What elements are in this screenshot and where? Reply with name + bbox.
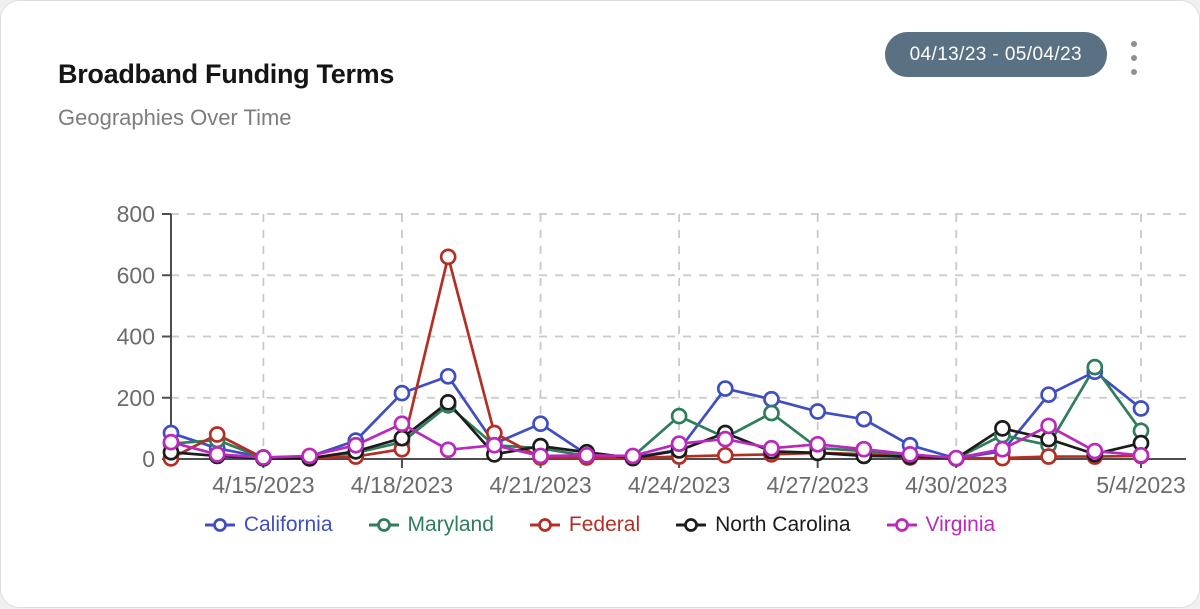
series-line-federal bbox=[169, 255, 1143, 460]
y-tick-label: 600 bbox=[117, 262, 155, 288]
data-point-north-carolina bbox=[393, 429, 411, 447]
chart-legend: California Maryland Federal North Carolina V… bbox=[1, 513, 1199, 537]
x-tick-label: 4/21/2023 bbox=[489, 472, 591, 498]
data-point-virginia bbox=[393, 415, 411, 433]
data-point-virginia bbox=[670, 435, 688, 453]
data-point-north-carolina bbox=[994, 420, 1011, 437]
kebab-dot bbox=[1131, 41, 1137, 47]
legend-marker-icon bbox=[529, 518, 560, 532]
legend-label: California bbox=[243, 513, 333, 536]
data-point-maryland bbox=[763, 404, 780, 422]
kebab-dot bbox=[1131, 69, 1137, 75]
legend-item-california[interactable]: California bbox=[204, 513, 333, 537]
data-point-california bbox=[855, 410, 873, 428]
y-tick-label: 200 bbox=[117, 385, 155, 411]
page-subtitle: Geographies Over Time bbox=[58, 105, 292, 130]
data-point-maryland bbox=[670, 407, 688, 425]
x-tick-label: 4/27/2023 bbox=[767, 472, 869, 498]
data-point-virginia bbox=[1086, 442, 1104, 460]
x-tick-label: 4/30/2023 bbox=[905, 472, 1007, 498]
data-point-virginia bbox=[855, 440, 873, 458]
series-line-north-carolina bbox=[169, 400, 1143, 460]
data-point-federal bbox=[208, 426, 226, 443]
data-point-virginia bbox=[208, 446, 226, 463]
data-point-virginia bbox=[947, 449, 965, 467]
x-tick-label: 4/15/2023 bbox=[212, 472, 314, 498]
data-point-virginia bbox=[578, 446, 596, 464]
date-range-badge[interactable]: 04/13/23 - 05/04/23 bbox=[884, 32, 1107, 77]
data-point-california bbox=[716, 380, 734, 397]
series-line-virginia bbox=[169, 422, 1143, 460]
data-point-virginia bbox=[255, 449, 272, 466]
data-point-federal bbox=[1040, 448, 1057, 465]
legend-label: North Carolina bbox=[715, 513, 851, 536]
x-tick-label: 4/24/2023 bbox=[628, 472, 730, 498]
data-point-virginia bbox=[1040, 417, 1057, 435]
data-point-federal bbox=[439, 248, 457, 266]
legend-item-virginia[interactable]: Virginia bbox=[886, 513, 996, 537]
kebab-dot bbox=[1131, 55, 1137, 61]
legend-label: Maryland bbox=[407, 513, 494, 536]
legend-label: Federal bbox=[568, 513, 641, 536]
data-point-virginia bbox=[624, 447, 642, 465]
legend-item-maryland[interactable]: Maryland bbox=[368, 513, 494, 537]
data-point-virginia bbox=[763, 439, 780, 457]
line-chart: 0 200 400 600 800 4/15/2023 4/18/2023 4/21/2023… bbox=[117, 201, 1186, 498]
data-point-california bbox=[809, 403, 827, 420]
data-point-california bbox=[393, 384, 411, 402]
data-point-california bbox=[1040, 386, 1057, 404]
data-point-virginia bbox=[439, 441, 457, 459]
data-point-virginia bbox=[1132, 446, 1150, 464]
y-tick-label: 0 bbox=[142, 446, 155, 472]
data-point-virginia bbox=[532, 447, 549, 465]
data-point-california bbox=[532, 415, 549, 433]
legend-item-north-carolina[interactable]: North Carolina bbox=[676, 513, 851, 537]
legend-marker-icon bbox=[676, 518, 707, 532]
data-point-virginia bbox=[809, 435, 827, 453]
data-point-california bbox=[439, 367, 457, 385]
legend-marker-icon bbox=[368, 518, 399, 532]
data-point-virginia bbox=[994, 440, 1011, 458]
kebab-menu-icon[interactable] bbox=[1123, 39, 1145, 77]
x-tick-label: 4/18/2023 bbox=[351, 472, 453, 498]
x-tick-label: 5/4/2023 bbox=[1096, 472, 1186, 498]
data-point-california bbox=[763, 390, 780, 408]
page-title: Broadband Funding Terms bbox=[58, 59, 395, 89]
legend-item-federal[interactable]: Federal bbox=[529, 513, 641, 537]
data-point-maryland bbox=[1086, 358, 1104, 376]
data-point-virginia bbox=[347, 436, 365, 454]
data-point-north-carolina bbox=[439, 393, 457, 411]
legend-marker-icon bbox=[886, 518, 917, 532]
y-tick-label: 400 bbox=[117, 324, 155, 350]
data-point-federal bbox=[716, 446, 734, 464]
data-point-california bbox=[1132, 400, 1150, 417]
y-tick-label: 800 bbox=[117, 201, 155, 227]
data-point-virginia bbox=[162, 433, 180, 451]
legend-marker-icon bbox=[204, 518, 235, 532]
legend-label: Virginia bbox=[925, 513, 996, 536]
data-point-virginia bbox=[901, 446, 919, 463]
data-point-virginia bbox=[301, 447, 318, 465]
data-point-virginia bbox=[716, 430, 734, 448]
data-point-virginia bbox=[485, 436, 503, 454]
